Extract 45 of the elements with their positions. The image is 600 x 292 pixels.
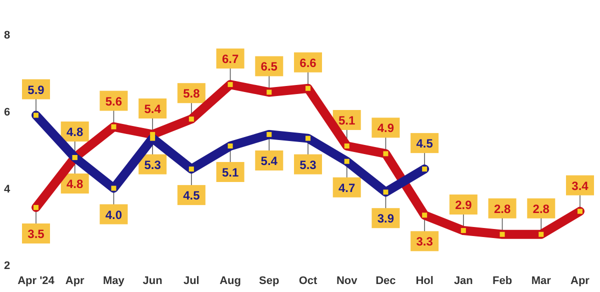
y-tick-label: 2 bbox=[4, 260, 10, 272]
data-label: 2.8 bbox=[532, 202, 550, 216]
data-label: 5.8 bbox=[183, 86, 200, 101]
data-label: 4.5 bbox=[183, 188, 200, 203]
x-tick-label: Apr '24 bbox=[18, 275, 56, 287]
x-tick-label: Jan bbox=[454, 275, 474, 287]
x-tick-label: Dec bbox=[376, 275, 396, 287]
x-tick-label: Nov bbox=[336, 275, 358, 287]
data-label: 3.9 bbox=[377, 212, 394, 226]
x-tick-label: Jul bbox=[183, 275, 200, 287]
data-label: 6.7 bbox=[222, 52, 239, 66]
x-tick-label: May bbox=[103, 275, 126, 287]
data-label: 5.1 bbox=[222, 166, 239, 180]
data-label: 5.1 bbox=[338, 114, 356, 128]
y-tick-label: 8 bbox=[4, 30, 10, 42]
x-tick-label: Hol bbox=[416, 275, 434, 287]
y-tick-label: 6 bbox=[4, 106, 10, 118]
data-label: 4.7 bbox=[338, 180, 356, 195]
data-label: 4.8 bbox=[66, 177, 84, 192]
data-label: 5.3 bbox=[300, 158, 317, 172]
data-label: 5.6 bbox=[105, 94, 122, 108]
x-tick-label: Apr bbox=[570, 275, 590, 287]
data-label: 4.5 bbox=[416, 136, 434, 151]
x-tick-label: Feb bbox=[492, 275, 512, 287]
data-label: 4.9 bbox=[377, 121, 394, 136]
x-tick-label: Jun bbox=[142, 275, 163, 287]
y-tick-label: 4 bbox=[4, 183, 11, 196]
data-label: 3.5 bbox=[28, 226, 45, 241]
x-tick-label: Aug bbox=[220, 275, 241, 287]
data-label: 2.8 bbox=[494, 202, 511, 216]
x-tick-label: Apr bbox=[65, 275, 86, 287]
data-label: 2.9 bbox=[455, 198, 472, 212]
data-label: 4.0 bbox=[105, 208, 122, 222]
data-label: 5.9 bbox=[28, 82, 45, 97]
data-label: 6.6 bbox=[300, 56, 317, 70]
data-label: 5.3 bbox=[144, 158, 162, 172]
data-label: 3.3 bbox=[416, 234, 434, 249]
x-tick-label: Mar bbox=[531, 275, 552, 287]
data-label: 5.4 bbox=[260, 154, 278, 168]
data-label: 6.5 bbox=[260, 60, 278, 74]
data-label: 5.4 bbox=[144, 102, 162, 116]
x-tick-label: Oct bbox=[298, 275, 318, 287]
data-label: 3.4 bbox=[572, 178, 589, 193]
data-label: 4.8 bbox=[66, 125, 84, 140]
x-tick-label: Sep bbox=[259, 275, 280, 287]
